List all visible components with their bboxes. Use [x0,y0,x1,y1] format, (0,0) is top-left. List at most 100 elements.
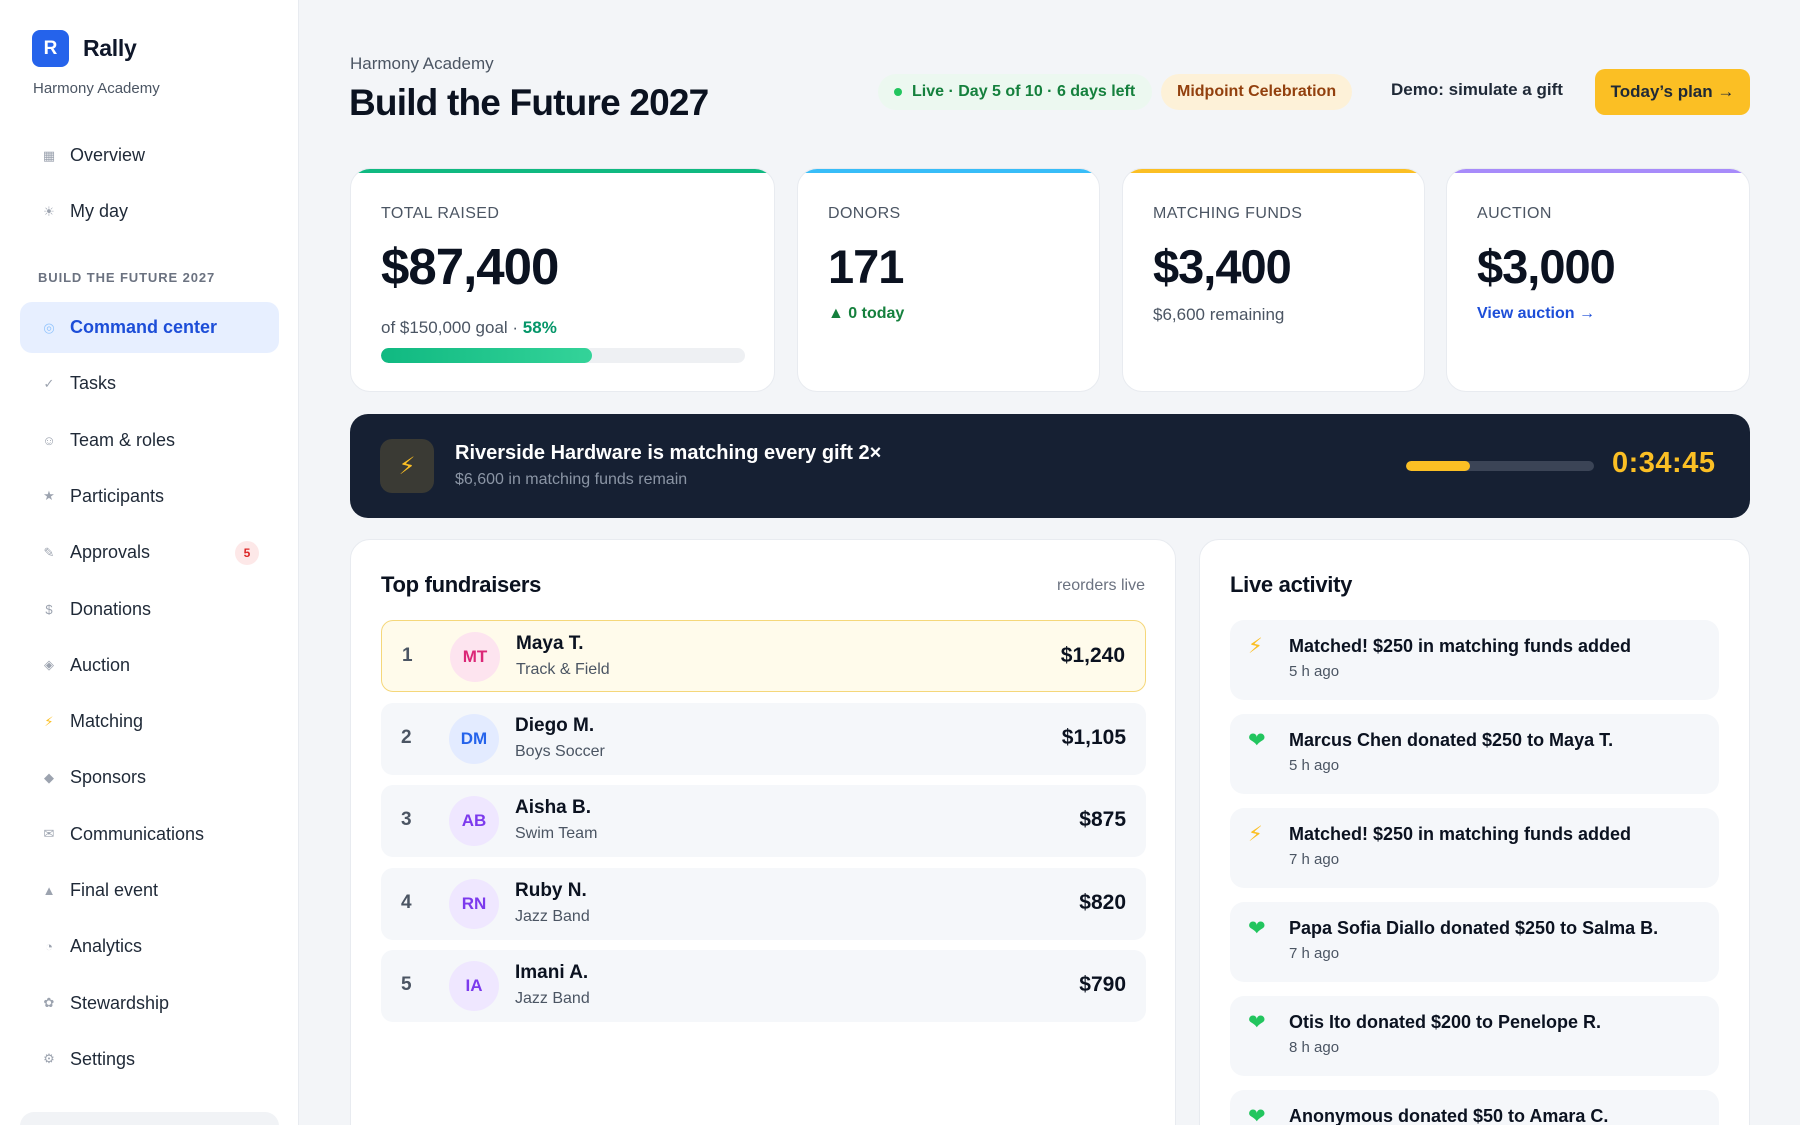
activity-time: 8 h ago [1289,1039,1340,1056]
bolt-icon: ⚡ [1248,823,1263,846]
people-icon: ☺ [42,432,56,448]
sidebar-item-settings[interactable]: ⚙ Settings [20,1034,279,1085]
fundraiser-amount: $1,105 [1061,725,1126,749]
sidebar-item-auction[interactable]: ◈ Auction [20,640,279,691]
sidebar-footer[interactable] [20,1112,279,1125]
live-activity-title: Live activity [1230,572,1353,597]
fundraiser-rank: 3 [401,809,412,830]
sidebar-item-label: Final event [70,880,159,900]
fundraiser-row[interactable]: 2 DM Diego M. Boys Soccer $1,105 [381,702,1146,775]
sidebar-item-sponsors[interactable]: ◆ Sponsors [20,752,279,803]
reorders-live-hint: reorders live [1056,577,1145,594]
donors-delta: ▲ 0 today [828,305,905,322]
fundraiser-name: Maya T. [516,633,584,654]
target-icon: ◎ [43,319,55,335]
sidebar-item-analytics[interactable]: ◔ Analytics [20,921,279,972]
activity-text: Matched! $250 in matching funds added [1289,636,1632,656]
bolt-icon: ⚡ [1248,635,1263,658]
diamond-icon: ◆ [44,769,54,785]
matching-funds-card: MATCHING FUNDS $3,400 $6,600 remaining [1122,168,1425,392]
brand-name: Rally [83,35,137,61]
top-fundraisers-panel: Top fundraisers reorders live 1 MT Maya T.… [350,539,1176,1125]
live-dot-icon [894,88,902,96]
sidebar-item-team-roles[interactable]: ☺ Team & roles [20,415,279,466]
fundraiser-team: Swim Team [515,825,598,842]
green-heart-icon: ❤ [1248,917,1266,940]
goal-text: of $150,000 goal · 58% [381,318,557,338]
approvals-count-badge: 5 [235,541,259,566]
pen-icon: ✎ [43,544,55,560]
sidebar-item-command-center[interactable]: ◎ Command center [20,302,279,353]
sidebar-item-label: My day [70,201,129,221]
fundraiser-team: Jazz Band [515,990,590,1007]
fundraiser-rank: 2 [401,726,412,748]
brand[interactable]: R Rally [32,30,137,67]
sidebar-item-participants[interactable]: ★ Participants [20,471,279,522]
activity-item: ⚡ Matched! $250 in matching funds added 5 … [1230,620,1719,700]
matching-funds-label: MATCHING FUNDS [1153,205,1303,222]
fundraiser-rank: 5 [401,974,412,995]
sidebar-item-stewardship[interactable]: ✿ Stewardship [20,978,279,1029]
view-auction-link[interactable]: View auction → [1477,305,1595,322]
todays-plan-button[interactable]: Today’s plan → [1595,69,1750,115]
activity-text: Papa Sofia Diallo donated $250 to Salma … [1289,918,1659,938]
matching-funds-value: $3,400 [1153,240,1292,293]
avatar: AB [449,796,499,846]
activity-text: Marcus Chen donated $250 to Maya T. [1289,730,1614,750]
fundraiser-row[interactable]: 4 RN Ruby N. Jazz Band $820 [381,867,1146,940]
sidebar-item-donations[interactable]: $ Donations [20,584,279,635]
matching-banner-subtitle: $6,600 in matching funds remain [455,471,688,488]
sidebar-item-label: Participants [70,485,165,506]
activity-item: ❤ Papa Sofia Diallo donated $250 to Salma… [1230,902,1719,982]
breadcrumb-org: Harmony Academy [350,54,494,73]
sidebar-item-approvals[interactable]: ✎ Approvals 5 [20,527,279,578]
fundraiser-row[interactable]: 1 MT Maya T. Track & Field $1,240 [381,620,1146,692]
sidebar-item-label: Stewardship [70,992,170,1013]
rally-logo-icon: R [32,30,69,67]
sidebar-item-matching[interactable]: ⚡ Matching [20,696,279,747]
activity-item: ❤ Anonymous donated $50 to Amara C. [1230,1090,1719,1125]
goal-percent: 58% [522,318,557,337]
milestone-badge: Midpoint Celebration [1161,74,1353,110]
pie-icon: ◔ [45,939,53,955]
card-accent-line [1123,169,1424,173]
page-title: Build the Future 2027 [349,82,709,123]
auction-value: $3,000 [1477,240,1616,293]
card-accent-line [798,169,1099,173]
activity-item: ❤ Otis Ito donated $200 to Penelope R. 8 h… [1230,996,1719,1076]
green-heart-icon: ❤ [1248,729,1266,752]
fundraiser-name: Imani A. [515,962,589,983]
activity-time: 5 h ago [1289,757,1340,774]
fundraiser-amount: $875 [1079,808,1126,831]
bolt-icon: ⚡ [44,713,54,729]
fundraiser-amount: $790 [1079,973,1126,996]
sidebar-item-overview[interactable]: ▦ Overview [20,130,279,181]
sidebar-item-label: Command center [70,317,218,337]
sidebar-item-label: Analytics [70,936,143,957]
sidebar-item-label: Team & roles [70,429,176,450]
avatar: IA [449,961,499,1011]
green-heart-icon: ❤ [1248,1105,1266,1125]
fundraiser-name: Diego M. [515,714,595,736]
sidebar-item-final-event[interactable]: ▲ Final event [20,865,279,916]
sidebar-item-label: Overview [70,145,146,165]
fundraiser-row[interactable]: 5 IA Imani A. Jazz Band $790 [381,950,1146,1022]
fundraiser-row[interactable]: 3 AB Aisha B. Swim Team $875 [381,785,1146,857]
activity-item: ❤ Marcus Chen donated $250 to Maya T. 5 h … [1230,714,1719,794]
donors-label: DONORS [828,205,901,222]
sidebar: R Rally Harmony Academy ▦ Overview ☀ My day… [0,0,299,1125]
simulate-gift-link[interactable]: Demo: simulate a gift [1391,80,1563,99]
sidebar-item-my-day[interactable]: ☀ My day [20,186,279,237]
check-icon: ✓ [43,375,55,391]
star-icon: ★ [43,488,55,504]
activity-text: Otis Ito donated $200 to Penelope R. [1289,1012,1602,1032]
sidebar-item-tasks[interactable]: ✓ Tasks [20,358,279,409]
fundraiser-rank: 4 [401,891,412,913]
matching-banner-title: Riverside Hardware is matching every gif… [455,442,882,464]
sidebar-item-label: Matching [70,711,144,732]
org-name: Harmony Academy [33,80,160,97]
gavel-icon: ◈ [44,657,54,673]
fundraiser-team: Boys Soccer [515,742,605,760]
live-status-badge: Live · Day 5 of 10 · 6 days left [878,74,1153,110]
sidebar-item-communications[interactable]: ✉ Communications [20,809,279,860]
